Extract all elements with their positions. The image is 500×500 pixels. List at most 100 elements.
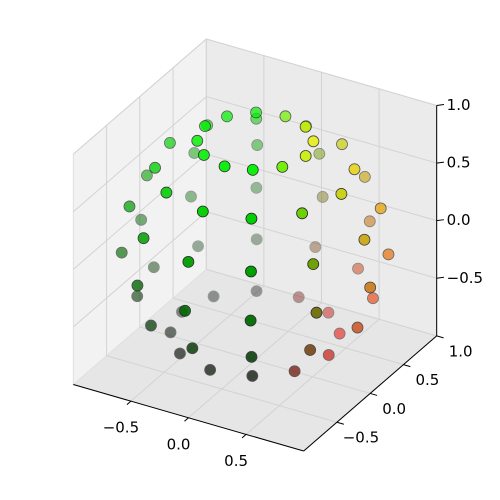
point (299, 150, 312, 162)
point (374, 202, 387, 215)
point (246, 370, 259, 382)
point (333, 327, 346, 340)
point (123, 200, 136, 213)
y-tick-label: 1.0 (449, 342, 473, 360)
point (131, 290, 144, 303)
point (115, 246, 128, 259)
x-tick-label: 0.5 (224, 452, 248, 470)
grid-line (72, 96, 207, 213)
point (174, 347, 186, 360)
point (351, 321, 364, 334)
point (352, 262, 364, 275)
point (307, 135, 320, 148)
tick-mark (184, 417, 189, 422)
point (292, 291, 305, 304)
point (218, 160, 231, 173)
point (164, 136, 176, 149)
point (250, 233, 263, 246)
point (358, 233, 371, 246)
y-tick-label: −0.5 (343, 429, 379, 447)
grid-line (206, 211, 437, 279)
point (188, 147, 201, 159)
z-tick-label: 0.5 (447, 154, 471, 172)
grid-line (72, 211, 207, 328)
tick-mark (436, 276, 445, 279)
point (322, 306, 335, 319)
point (250, 106, 262, 119)
point (288, 365, 301, 378)
point (276, 160, 289, 173)
point (307, 258, 320, 271)
y-axis (303, 335, 438, 452)
point (251, 139, 264, 151)
point (131, 279, 144, 292)
point (245, 212, 258, 225)
point (185, 190, 197, 203)
y-tick-label: 0.5 (416, 371, 440, 389)
point (245, 265, 257, 278)
point (135, 213, 148, 226)
point (245, 350, 258, 363)
tick-mark (436, 335, 444, 339)
point (204, 363, 217, 376)
point (296, 207, 309, 220)
point (358, 170, 371, 183)
point (149, 161, 161, 174)
grid-line (106, 355, 338, 423)
tick-mark (126, 400, 132, 405)
z-tick-label: 1.0 (447, 96, 471, 114)
point (186, 342, 199, 355)
point (335, 188, 348, 200)
point (364, 281, 377, 294)
point (147, 261, 160, 274)
point (198, 149, 210, 161)
point (316, 191, 329, 203)
point (182, 255, 195, 268)
z-tick-label: −0.5 (447, 269, 483, 287)
point (192, 240, 204, 253)
point (246, 163, 259, 176)
point (199, 120, 211, 133)
point (382, 248, 395, 261)
grid-line (206, 153, 437, 222)
y-tick-label: 0.0 (382, 400, 406, 418)
point (309, 241, 322, 253)
point (221, 110, 233, 123)
point (250, 285, 263, 298)
point (363, 215, 376, 228)
point (196, 205, 209, 218)
point (160, 186, 173, 199)
point (141, 169, 153, 182)
grid-line (172, 297, 404, 366)
point (145, 319, 157, 332)
x-axis (73, 384, 304, 452)
tick-mark (436, 219, 445, 222)
grid-line (72, 153, 207, 270)
x-tick-label: 0.0 (167, 435, 191, 453)
grid-line (72, 38, 207, 155)
tick-mark (336, 421, 344, 425)
grid-line (206, 268, 437, 337)
point (179, 304, 191, 317)
point (367, 292, 379, 305)
tick-mark (370, 392, 378, 396)
point (336, 138, 348, 151)
x-tick-label: −0.5 (103, 419, 139, 437)
point (313, 147, 326, 160)
point (304, 344, 317, 356)
point (191, 134, 204, 147)
point (279, 110, 292, 123)
point (250, 181, 263, 194)
point (207, 290, 220, 303)
z-tick-label: 0.0 (447, 211, 471, 229)
point (348, 163, 361, 176)
tick-mark (403, 364, 411, 368)
point (244, 314, 257, 327)
tick-mark (241, 434, 247, 439)
tick-mark (436, 161, 445, 164)
point (164, 326, 177, 339)
tick-mark (436, 104, 445, 106)
point (137, 232, 150, 245)
grid-line (206, 96, 437, 164)
